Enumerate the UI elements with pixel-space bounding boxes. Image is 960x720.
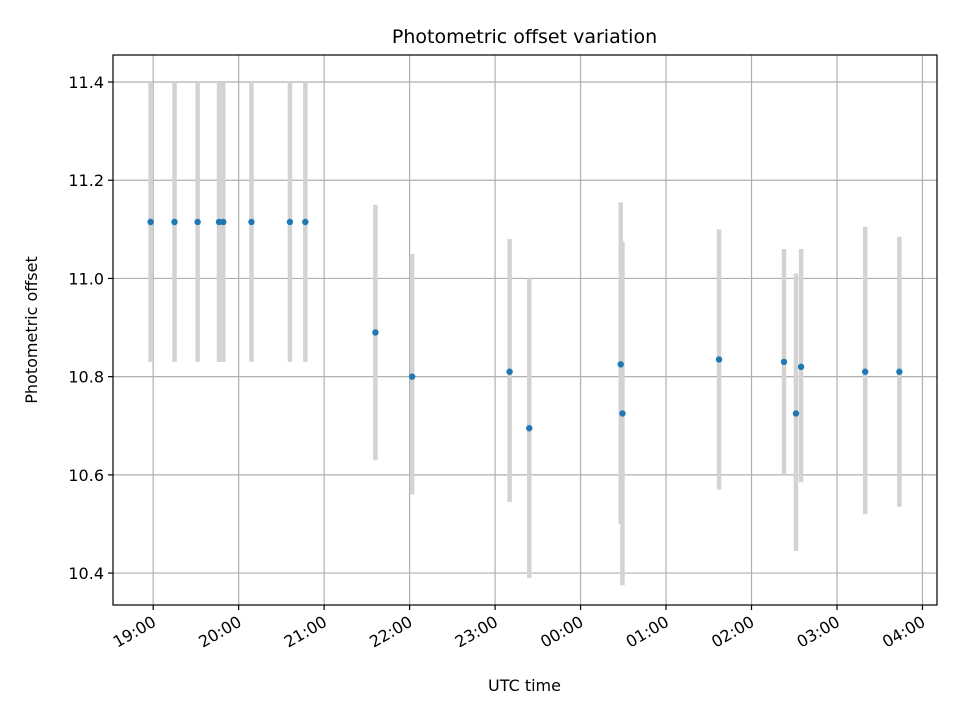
x-axis: 19:00 20:00 21:00 22:00 23:00 00:00 01:00 02:00… bbox=[110, 605, 928, 652]
y-axis: 10.4 10.6 10.8 11.0 11.2 11.4 bbox=[68, 73, 113, 583]
data-point bbox=[792, 410, 800, 417]
x-tick-label: 01:00 bbox=[623, 612, 672, 652]
x-tick-label: 23:00 bbox=[452, 612, 501, 652]
data-point bbox=[619, 410, 626, 417]
data-point bbox=[408, 373, 416, 380]
x-tick-label: 21:00 bbox=[281, 612, 330, 652]
data-point bbox=[171, 218, 178, 226]
data-points bbox=[147, 218, 903, 432]
x-tick-label: 02:00 bbox=[708, 612, 757, 652]
data-point bbox=[861, 368, 869, 375]
data-point bbox=[147, 218, 154, 226]
grid bbox=[113, 55, 937, 605]
data-point bbox=[506, 368, 513, 375]
errorbars bbox=[148, 82, 902, 586]
x-tick-label: 20:00 bbox=[195, 612, 244, 652]
x-tick-label: 04:00 bbox=[879, 612, 928, 652]
data-point bbox=[617, 361, 624, 368]
x-axis-label: UTC time bbox=[488, 676, 561, 695]
y-tick-label: 10.4 bbox=[68, 564, 104, 583]
x-tick-label: 19:00 bbox=[110, 612, 159, 652]
data-point bbox=[896, 368, 903, 375]
x-tick-label: 00:00 bbox=[537, 612, 586, 652]
y-tick-label: 11.4 bbox=[68, 73, 104, 92]
y-tick-label: 11.0 bbox=[68, 269, 104, 288]
data-point bbox=[780, 358, 788, 366]
data-point bbox=[302, 218, 309, 226]
y-tick-label: 10.6 bbox=[68, 466, 104, 485]
x-tick-label: 03:00 bbox=[794, 612, 843, 652]
y-tick-label: 11.2 bbox=[68, 171, 104, 190]
data-point bbox=[220, 218, 227, 226]
data-point bbox=[715, 356, 723, 363]
y-axis-label: Photometric offset bbox=[22, 256, 41, 404]
chart-title: Photometric offset variation bbox=[392, 26, 657, 48]
data-point bbox=[797, 363, 805, 371]
data-point bbox=[286, 218, 294, 226]
plot-frame bbox=[112, 54, 938, 606]
data-point bbox=[248, 218, 255, 226]
y-tick-label: 10.8 bbox=[68, 368, 104, 387]
data-point bbox=[194, 218, 201, 226]
data-point bbox=[526, 425, 533, 432]
x-tick-label: 22:00 bbox=[366, 612, 415, 652]
data-point bbox=[372, 329, 379, 336]
